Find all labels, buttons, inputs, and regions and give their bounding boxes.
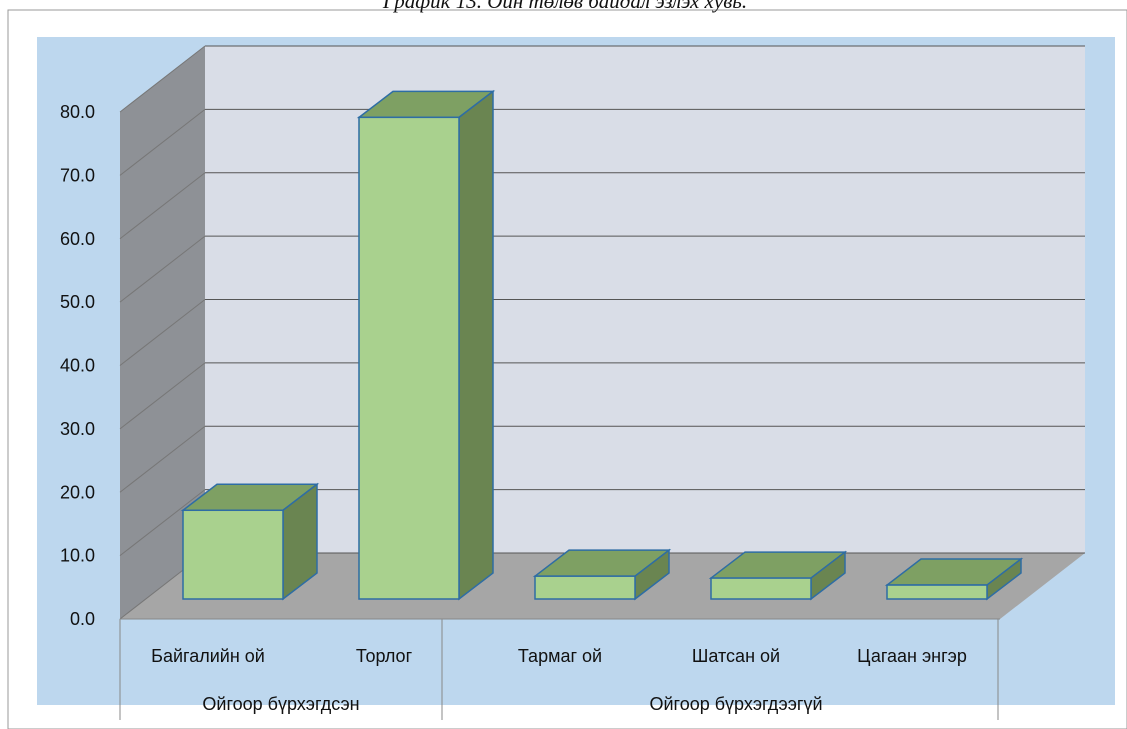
bar-side: [458, 89, 494, 601]
grid-line-side: [119, 362, 206, 430]
x-tick-label: Тармаг ой: [518, 646, 602, 666]
x-tick-label: Торлог: [356, 646, 413, 666]
bar: [358, 116, 460, 600]
bar: [886, 584, 988, 600]
group-label: Ойгоор бүрхэгдсэн: [202, 694, 359, 714]
grid-line-side: [119, 235, 206, 303]
x-tick-label: Цагаан энгэр: [857, 646, 967, 666]
grid-line-side: [119, 425, 206, 493]
grid-line-side: [119, 489, 206, 557]
y-tick-label: 40.0: [60, 356, 95, 376]
x-tick-label: Шатсан ой: [692, 646, 780, 666]
grid-line-side: [119, 108, 206, 176]
y-tick-label: 10.0: [60, 546, 95, 566]
y-tick-label: 60.0: [60, 229, 95, 249]
chart-title: График 13. Ойн төлөв байдал эзлэх хувь.: [382, 0, 747, 13]
y-tick-label: 30.0: [60, 419, 95, 439]
y-tick-label: 70.0: [60, 165, 95, 185]
bar: [534, 575, 636, 600]
bar: [710, 577, 812, 600]
y-tick-label: 20.0: [60, 482, 95, 502]
y-tick-label: 80.0: [60, 102, 95, 122]
y-tick-label: 0.0: [70, 609, 95, 629]
grid-line-side: [119, 45, 206, 113]
bar: [182, 509, 284, 600]
group-label: Ойгоор бүрхэгдээгүй: [649, 694, 822, 714]
grid-line-side: [119, 172, 206, 240]
grid-line-side: [119, 299, 206, 366]
y-tick-label: 50.0: [60, 292, 95, 312]
x-tick-label: Байгалийн ой: [151, 646, 265, 666]
